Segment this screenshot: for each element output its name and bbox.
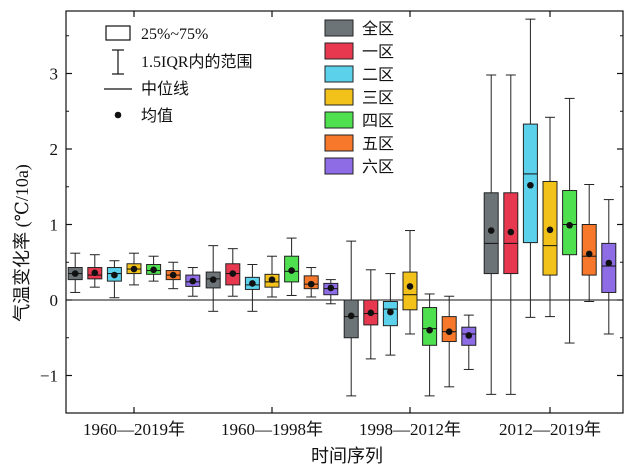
stats-legend: 25%~75% 1.5IQR内的范围 中位线 均值 (104, 25, 253, 125)
plot-frame (65, 10, 624, 414)
x-tick-label: 1998—2012年 (359, 420, 461, 439)
box-六区 (323, 279, 339, 305)
box-六区 (185, 267, 201, 297)
mean-dot (327, 284, 335, 292)
x-tick-label: 2012—2019年 (499, 420, 601, 439)
mean-dot (130, 265, 138, 273)
box-五区 (303, 267, 319, 298)
y-tick-label: 1 (50, 216, 59, 235)
legend-whisker-label: 1.5IQR内的范围 (141, 53, 253, 71)
box-四区 (562, 97, 578, 344)
box-二区 (522, 18, 538, 318)
legend-label-六区: 六区 (362, 158, 394, 176)
box-三区 (264, 255, 280, 298)
x-tick-label: 1960—1998年 (221, 420, 323, 439)
iqr-box (601, 242, 617, 293)
box-三区 (402, 230, 418, 335)
box-五区 (441, 295, 457, 388)
box-一区 (503, 74, 519, 395)
legend-mean-swatch (114, 111, 122, 119)
box-四区 (422, 293, 438, 397)
box-五区 (581, 183, 597, 303)
iqr-box (581, 224, 597, 276)
legend-median-label: 中位线 (141, 80, 189, 98)
mean-dot (288, 267, 295, 274)
mean-dot (249, 280, 256, 287)
legend-swatch-四区 (324, 111, 354, 129)
x-axis-title: 时间序列 (311, 446, 383, 466)
legend-label-五区: 五区 (362, 136, 394, 153)
legend-mean-label: 均值 (141, 107, 173, 125)
mean-dot (229, 270, 237, 277)
mean-dot (527, 181, 534, 189)
legend-label-全区: 全区 (362, 20, 394, 38)
legend-swatch-全区 (324, 19, 354, 37)
legend-swatch-一区 (324, 42, 354, 60)
mean-dot (268, 276, 276, 283)
box-四区 (284, 237, 300, 296)
box-二区 (244, 264, 260, 312)
y-tick-label: −1 (40, 367, 58, 386)
mean-dot (566, 221, 573, 229)
mean-dot (347, 312, 355, 320)
box-一区 (225, 248, 241, 297)
mean-dot (387, 308, 394, 316)
boxes-layer (67, 18, 617, 397)
box-全区 (483, 74, 499, 395)
mean-dot (487, 227, 495, 234)
legend-whisker-swatch (112, 49, 124, 75)
mean-dot (91, 269, 99, 277)
mean-dot (209, 276, 217, 283)
y-axis-title: 气温变化率 (℃/10a) (12, 164, 33, 322)
legend-label-四区: 四区 (362, 113, 394, 130)
y-tick-label: 3 (50, 65, 59, 84)
mean-dot (585, 250, 593, 258)
box-六区 (601, 199, 617, 335)
legend-iqr-box-label: 25%~75% (141, 26, 208, 43)
mean-dot (189, 277, 197, 285)
iqr-box (402, 271, 418, 311)
legend-swatch-五区 (324, 134, 354, 152)
y-tick-label: 0 (50, 291, 59, 310)
mean-dot (426, 326, 433, 334)
box-全区 (205, 245, 221, 312)
box-三区 (126, 252, 142, 286)
mean-dot (307, 280, 315, 288)
mean-dot (367, 309, 375, 317)
mean-dot (111, 271, 118, 279)
mean-dot (445, 328, 453, 336)
box-二区 (382, 273, 398, 356)
legend-swatch-六区 (324, 157, 354, 175)
mean-dot (406, 283, 414, 290)
mean-dot (150, 266, 157, 274)
legend-swatch-二区 (324, 65, 354, 83)
mean-dot (605, 259, 613, 267)
iqr-box (422, 307, 438, 346)
mean-dot (169, 271, 177, 279)
legend-label-三区: 三区 (362, 90, 394, 107)
box-三区 (542, 116, 558, 318)
x-axis: 1960—2019年 1960—1998年 1998—2012年 2012—2019年 (83, 11, 601, 439)
legend-swatch-三区 (324, 88, 354, 106)
mean-dot (465, 332, 473, 339)
y-tick-label: 2 (50, 140, 59, 159)
box-一区 (363, 269, 379, 360)
box-二区 (106, 260, 122, 299)
mean-dot (546, 226, 554, 234)
legend-label-一区: 一区 (362, 44, 394, 61)
legend-label-二区: 二区 (362, 67, 394, 84)
box-六区 (461, 314, 477, 370)
legend-box-swatch (105, 25, 131, 41)
box-四区 (146, 255, 162, 282)
box-五区 (165, 261, 181, 290)
mean-dot (507, 228, 515, 236)
x-tick-label: 1960—2019年 (83, 420, 185, 439)
mean-dot (71, 270, 79, 277)
y-axis: −1 0 1 2 3 (40, 35, 623, 386)
box-全区 (343, 240, 359, 397)
box-一区 (87, 254, 103, 288)
box-全区 (67, 252, 83, 293)
